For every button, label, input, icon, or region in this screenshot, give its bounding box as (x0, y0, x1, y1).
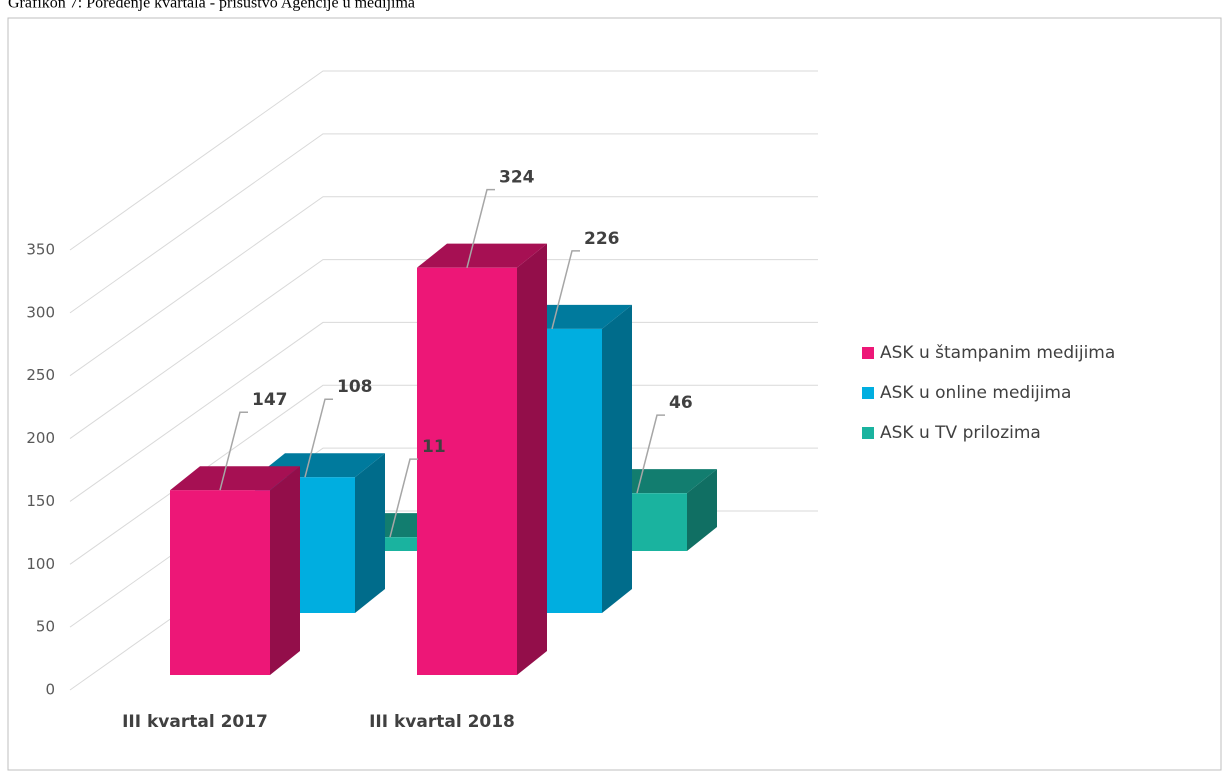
y-tick-label: 0 (45, 681, 55, 699)
data-label: 46 (669, 393, 693, 413)
legend-swatch (862, 387, 874, 399)
y-tick-label: 250 (26, 366, 55, 384)
grid-line (69, 133, 818, 314)
leader-line (219, 411, 248, 491)
legend-swatch (862, 347, 874, 359)
legend-label: ASK u online medijima (880, 383, 1071, 403)
y-tick-label: 300 (26, 303, 55, 321)
grid-line (69, 321, 818, 502)
data-label: 147 (252, 390, 288, 410)
x-tick-label: III kvartal 2018 (369, 712, 515, 732)
leader-line (636, 414, 665, 494)
y-tick-label: 150 (26, 492, 55, 510)
grid-line (69, 447, 818, 628)
x-tick-label: III kvartal 2017 (122, 712, 268, 732)
bar-side (602, 304, 632, 613)
leader-line (304, 398, 333, 478)
bar-side (517, 243, 547, 675)
bar-side (687, 469, 717, 551)
legend-label: ASK u TV prilozima (880, 423, 1041, 443)
chart-title: Grafikon 7: Poređenje kvartala - prisust… (8, 0, 415, 12)
bar-top (417, 243, 547, 268)
leader-line (551, 250, 580, 330)
legend-label: ASK u štampanim medijima (880, 343, 1115, 363)
grid-line (69, 259, 818, 439)
data-label: 324 (499, 168, 535, 188)
data-label: 11 (422, 437, 446, 457)
y-tick-label: 350 (26, 241, 55, 259)
leader-line (466, 188, 495, 268)
grid-line (69, 384, 818, 565)
y-tick-label: 200 (26, 429, 55, 447)
data-label: 226 (584, 229, 620, 249)
y-tick-label: 100 (26, 555, 55, 573)
bar-side (270, 466, 300, 675)
legend-swatch (862, 427, 874, 439)
bar (170, 490, 270, 675)
leader-line (389, 458, 418, 538)
bar-side (355, 453, 385, 613)
bar-top (170, 466, 300, 491)
bar (417, 267, 517, 675)
grid-line (69, 196, 818, 377)
data-label: 108 (337, 377, 373, 397)
grid-line (69, 70, 818, 251)
y-tick-label: 50 (36, 618, 55, 636)
